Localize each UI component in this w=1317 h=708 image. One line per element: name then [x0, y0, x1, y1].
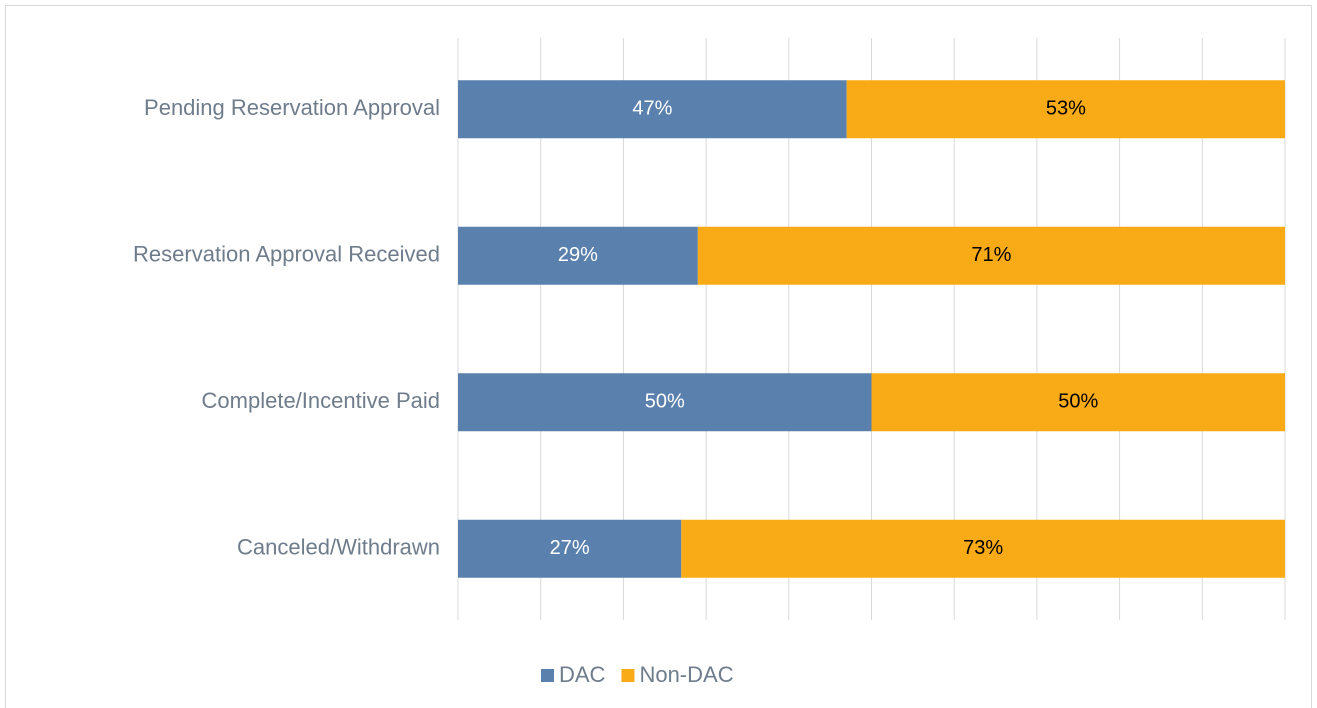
y-tick-label: Reservation Approval Received: [133, 242, 440, 267]
bar-segment: [458, 373, 872, 432]
bar-segment: [871, 373, 1285, 432]
data-label: 50%: [1058, 391, 1098, 413]
y-tick-label: Canceled/Withdrawn: [237, 535, 440, 560]
bar-segment: [846, 80, 1285, 139]
data-label: 73%: [963, 537, 1003, 559]
bar-segment: [697, 226, 1285, 285]
bar-segment: [458, 519, 682, 578]
data-label: 50%: [645, 391, 685, 413]
legend-label: DAC: [559, 662, 606, 687]
y-tick-label: Pending Reservation Approval: [144, 95, 440, 120]
data-label: 71%: [971, 244, 1011, 266]
legend-swatch: [621, 669, 635, 682]
data-label: 29%: [558, 244, 598, 266]
data-label: 27%: [550, 537, 590, 559]
data-label: 53%: [1046, 98, 1086, 120]
legend-swatch: [541, 669, 554, 682]
y-tick-label: Complete/Incentive Paid: [202, 388, 440, 413]
legend-label: Non-DAC: [639, 662, 733, 687]
bar-segment: [458, 80, 847, 139]
bar-segment: [458, 226, 698, 285]
bar-segment: [681, 519, 1285, 578]
data-label: 47%: [632, 98, 672, 120]
